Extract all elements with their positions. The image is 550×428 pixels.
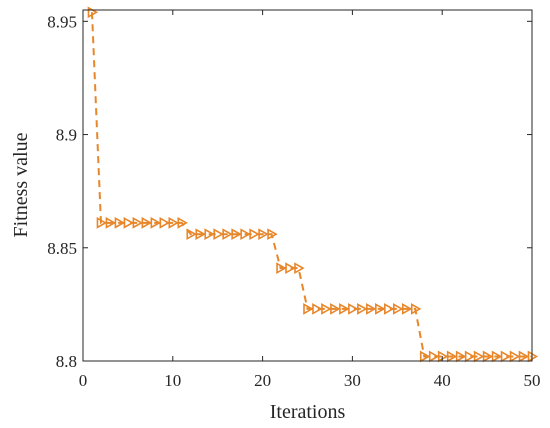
x-tick-label-2: 20 [254, 371, 271, 390]
y-axis-title: Fitness value [10, 132, 32, 237]
data-point [195, 228, 206, 241]
y-tick-labels: 8.8 8.85 8.9 8.95 [47, 12, 77, 371]
data-point [231, 228, 242, 241]
data-point [500, 350, 512, 363]
data-point [204, 228, 215, 241]
data-point [132, 216, 144, 229]
data-point [384, 303, 395, 315]
data-point [222, 228, 233, 241]
data-point [455, 350, 467, 363]
data-point [168, 216, 179, 229]
data-point [267, 228, 278, 241]
x-tick-label-5: 50 [524, 371, 541, 390]
data-point [123, 216, 135, 229]
data-point [312, 303, 323, 315]
data-point [213, 228, 224, 241]
y-tick-label-0: 8.8 [56, 352, 77, 371]
data-point [96, 216, 108, 229]
x-axis-title: Iterations [270, 401, 346, 423]
data-point [357, 303, 368, 315]
data-point [240, 228, 251, 241]
data-point [114, 216, 126, 229]
data-point [276, 262, 287, 275]
data-point [159, 216, 170, 229]
data-point [294, 262, 305, 275]
data-point [258, 228, 269, 241]
plot-frame [82, 9, 533, 362]
data-point [491, 350, 503, 363]
plot-area [83, 10, 532, 361]
x-tick-labels: 0 10 20 30 40 50 [79, 371, 541, 390]
data-point [375, 303, 386, 315]
data-point [285, 262, 296, 275]
data-point [518, 350, 530, 363]
data-point [482, 350, 494, 363]
data-point [401, 303, 413, 315]
data-point [249, 228, 260, 241]
x-tick-label-1: 10 [164, 371, 181, 390]
y-tick-label-1: 8.85 [47, 239, 77, 258]
data-point [473, 350, 485, 363]
x-tick-label-3: 30 [344, 371, 361, 390]
data-point [393, 303, 404, 315]
data-point [428, 350, 440, 363]
data-point [419, 350, 431, 363]
data-point [348, 303, 359, 315]
data-point [141, 216, 152, 229]
data-point [186, 228, 197, 241]
data-point [410, 303, 422, 315]
data-point [446, 350, 458, 363]
data-point [330, 303, 341, 315]
y-tick-label-3: 8.95 [47, 12, 77, 31]
data-point [339, 303, 350, 315]
ticks-layer [82, 10, 533, 362]
data-point [366, 303, 377, 315]
series-layer [87, 6, 539, 363]
x-tick-label-0: 0 [79, 371, 88, 390]
y-tick-label-2: 8.9 [56, 126, 77, 145]
data-point [303, 303, 314, 315]
data-point [464, 350, 476, 363]
data-point [177, 216, 188, 229]
data-point [321, 303, 332, 315]
data-point [105, 216, 117, 229]
data-point [509, 350, 521, 363]
x-tick-label-4: 40 [434, 371, 451, 390]
data-point [150, 216, 161, 229]
